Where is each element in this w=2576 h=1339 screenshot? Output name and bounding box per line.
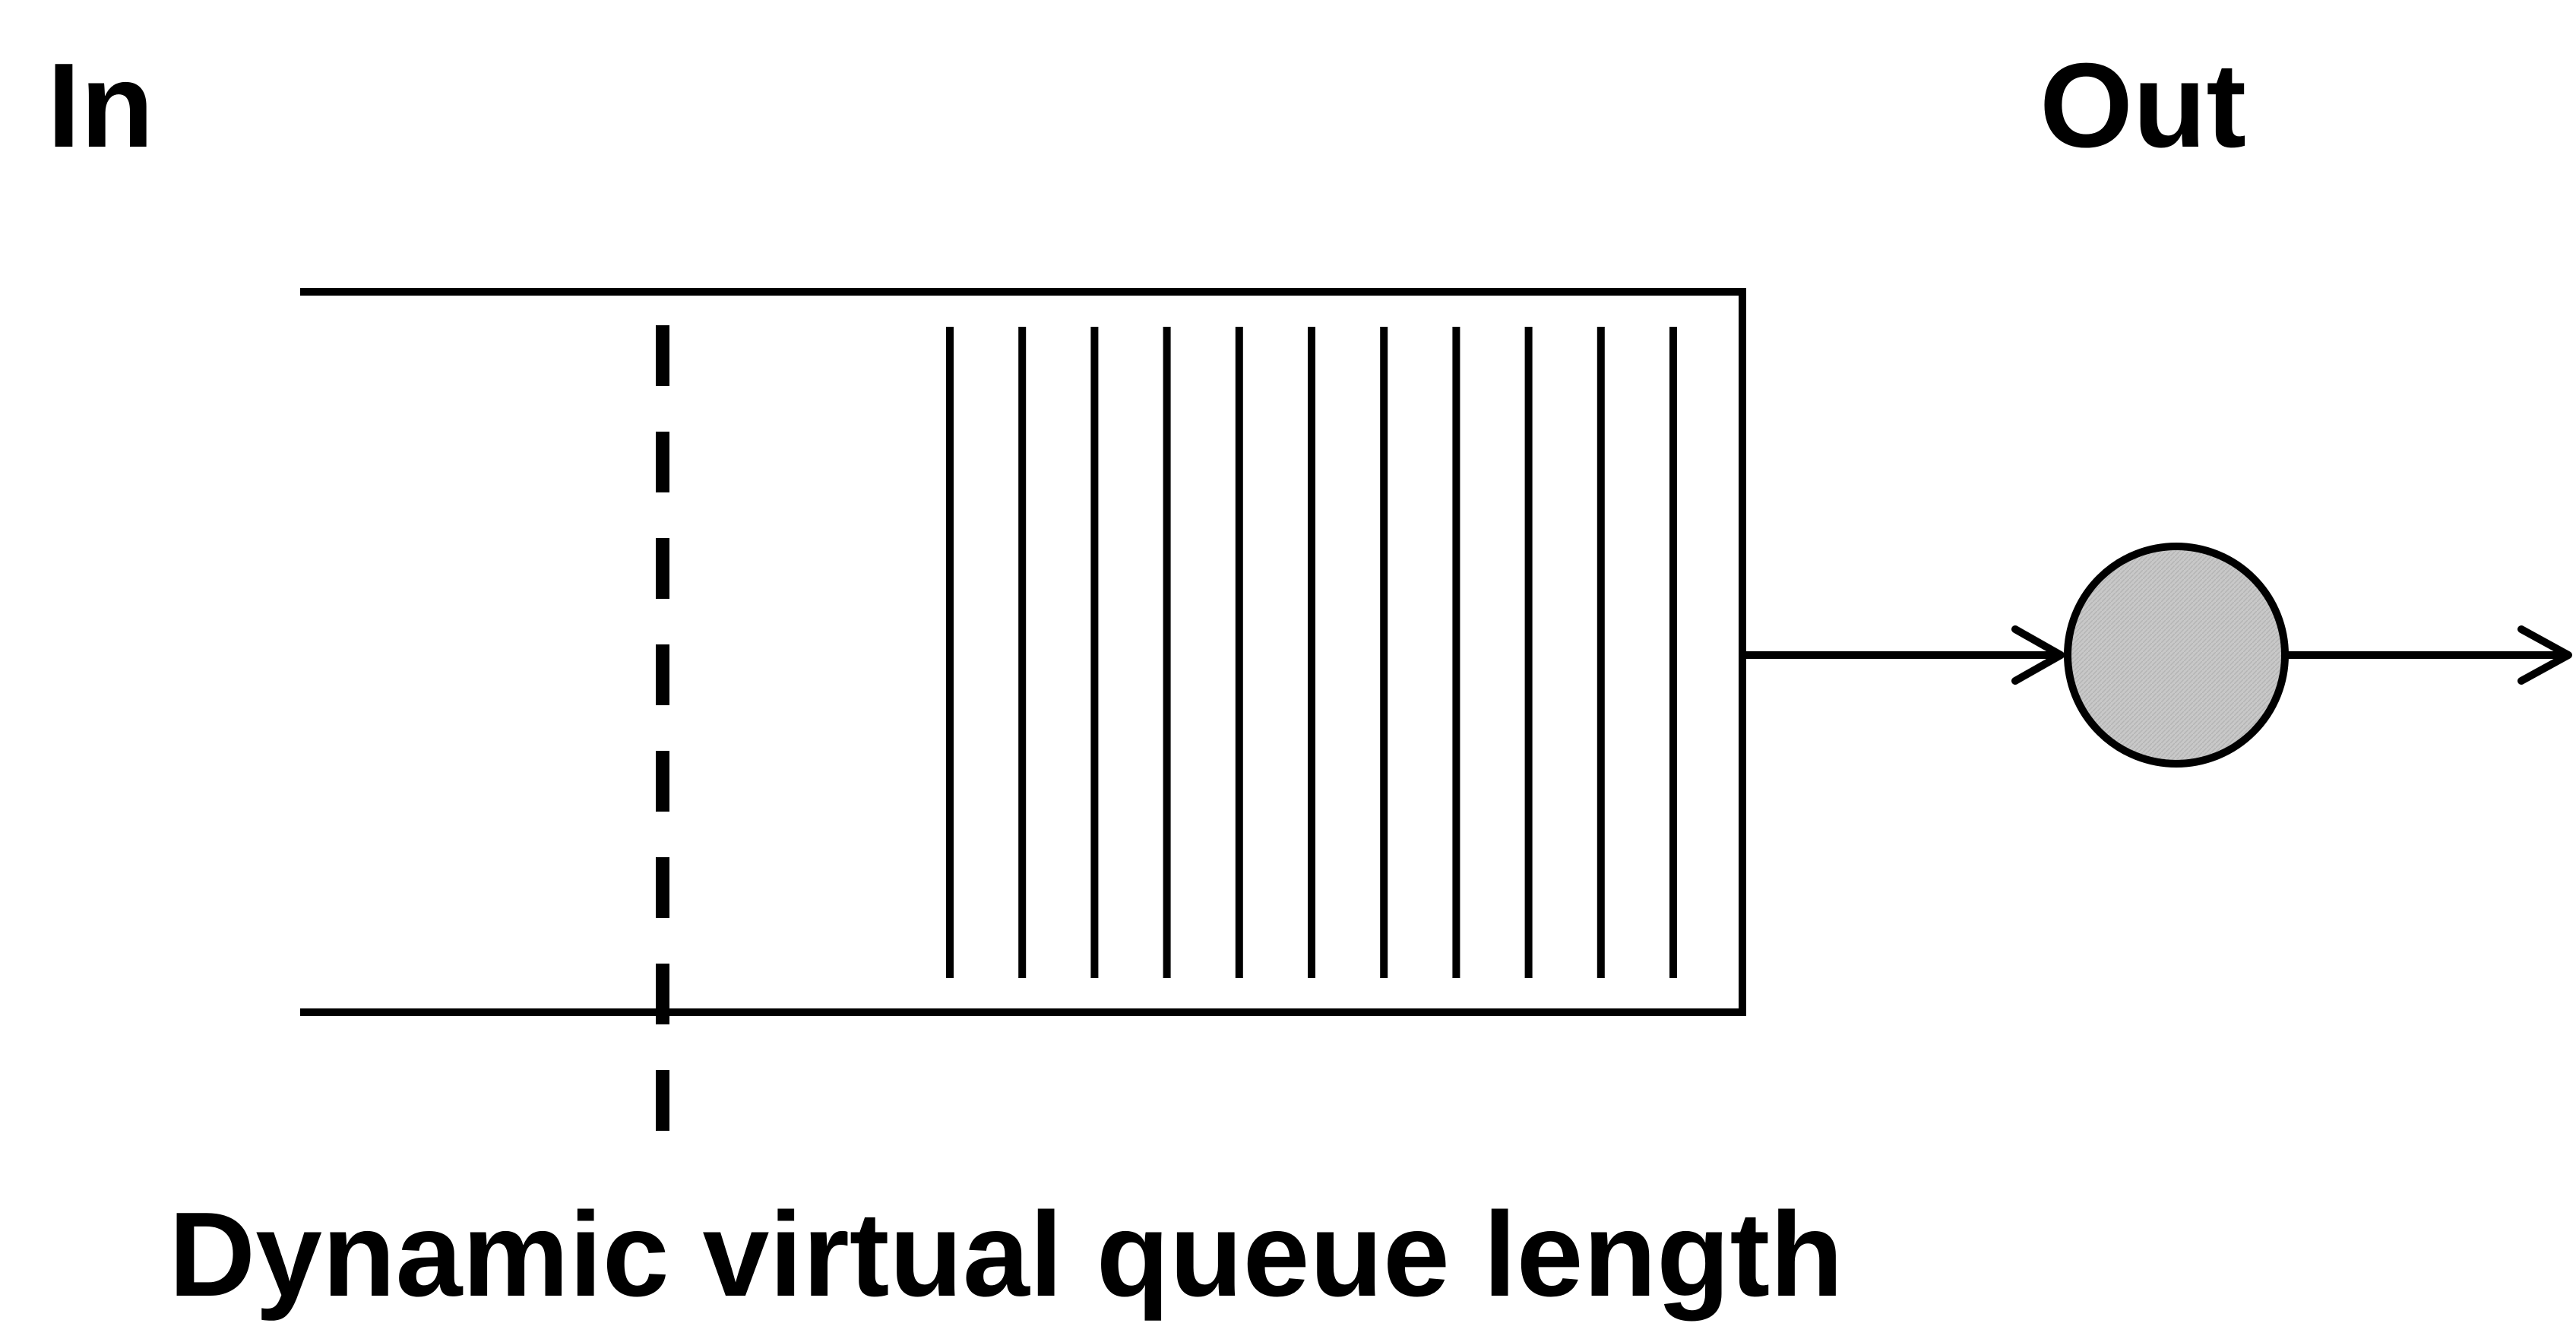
arrowhead-to-server <box>2011 625 2065 685</box>
server-node <box>2064 543 2289 768</box>
input-label: In <box>47 39 154 173</box>
departure-arrowhead <box>2517 625 2572 685</box>
output-label: Out <box>2040 39 2247 173</box>
queued-packets <box>946 327 1677 978</box>
caption-label: Dynamic virtual queue length <box>169 1188 1843 1322</box>
